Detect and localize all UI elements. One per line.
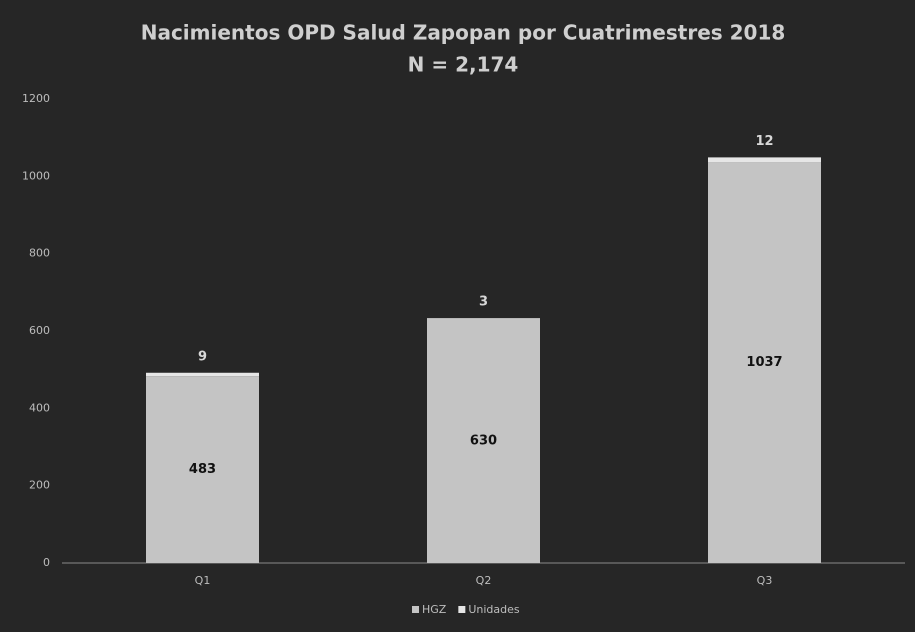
legend-swatch (458, 606, 466, 613)
y-tick-label: 1200 (22, 92, 50, 105)
bar-segment (427, 318, 540, 320)
x-tick-label: Q2 (476, 574, 492, 587)
chart-subtitle: N = 2,174 (408, 53, 519, 77)
data-label: 1037 (746, 355, 782, 370)
y-tick-label: 0 (43, 556, 50, 569)
y-tick-label: 600 (29, 324, 50, 337)
y-tick-label: 200 (29, 479, 50, 492)
data-label: 630 (470, 434, 497, 449)
y-tick-label: 400 (29, 401, 50, 414)
legend-label: HGZ (422, 603, 447, 616)
bar-segment (146, 376, 259, 563)
y-tick-label: 1000 (22, 169, 50, 182)
y-tick-label: 800 (29, 247, 50, 260)
data-label: 3 (479, 295, 488, 310)
bar-segment (146, 372, 259, 377)
x-tick-label: Q1 (195, 574, 211, 587)
data-label: 483 (189, 462, 216, 477)
legend-swatch (412, 606, 419, 613)
legend-label: Unidades (468, 603, 520, 616)
data-label: 12 (755, 134, 773, 149)
bar-segment (708, 162, 821, 563)
bar-segment (708, 157, 821, 163)
x-tick-label: Q3 (757, 574, 773, 587)
data-label: 9 (198, 349, 207, 364)
chart-title: Nacimientos OPD Salud Zapopan por Cuatri… (141, 21, 786, 45)
bar-segment (427, 319, 540, 563)
